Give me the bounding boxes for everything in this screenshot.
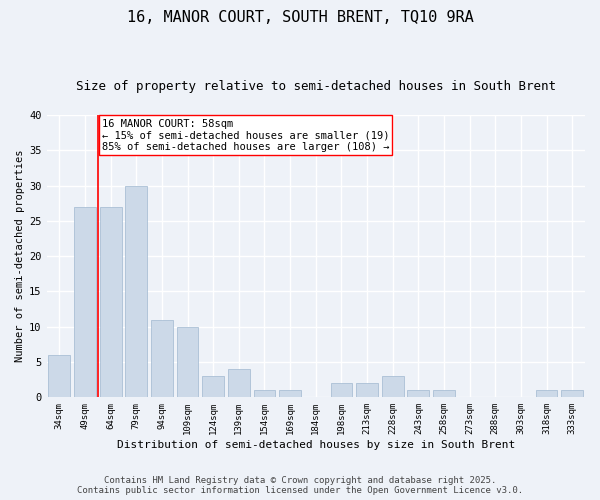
Bar [561, 390, 583, 398]
X-axis label: Distribution of semi-detached houses by size in South Brent: Distribution of semi-detached houses by … [116, 440, 515, 450]
Bar [254, 390, 275, 398]
Bar [407, 390, 429, 398]
Bar [331, 383, 352, 398]
Bar [151, 320, 173, 398]
Bar [433, 390, 455, 398]
Bar [176, 327, 199, 398]
Bar [279, 390, 301, 398]
Text: 16 MANOR COURT: 58sqm
← 15% of semi-detached houses are smaller (19)
85% of semi: 16 MANOR COURT: 58sqm ← 15% of semi-deta… [101, 118, 389, 152]
Bar [100, 207, 122, 398]
Bar [228, 369, 250, 398]
Bar [125, 186, 147, 398]
Bar [536, 390, 557, 398]
Text: Contains HM Land Registry data © Crown copyright and database right 2025.
Contai: Contains HM Land Registry data © Crown c… [77, 476, 523, 495]
Bar [356, 383, 378, 398]
Bar [382, 376, 404, 398]
Title: Size of property relative to semi-detached houses in South Brent: Size of property relative to semi-detach… [76, 80, 556, 93]
Bar [49, 355, 70, 398]
Bar [202, 376, 224, 398]
Text: 16, MANOR COURT, SOUTH BRENT, TQ10 9RA: 16, MANOR COURT, SOUTH BRENT, TQ10 9RA [127, 10, 473, 25]
Bar [74, 207, 96, 398]
Y-axis label: Number of semi-detached properties: Number of semi-detached properties [15, 150, 25, 362]
